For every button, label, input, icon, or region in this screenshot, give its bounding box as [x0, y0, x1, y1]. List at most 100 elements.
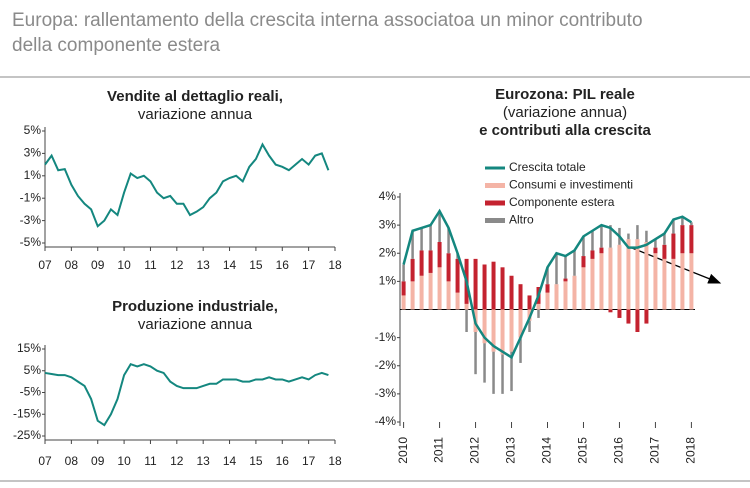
- bar: [437, 242, 442, 268]
- bar: [599, 247, 604, 254]
- x-tick-label: 17: [302, 258, 316, 272]
- bar: [447, 227, 450, 254]
- bar: [626, 239, 631, 310]
- bar: [645, 230, 648, 242]
- bar: [437, 267, 442, 310]
- x-tick-label: 13: [197, 454, 211, 468]
- bar: [402, 264, 405, 282]
- bar: [617, 244, 622, 310]
- bar: [626, 309, 631, 324]
- x-tick-label: 09: [91, 454, 105, 468]
- x-tick-label: 16: [276, 454, 290, 468]
- bar: [671, 233, 676, 259]
- chart-title: Produzione industriale,: [112, 298, 278, 315]
- bar: [446, 281, 451, 310]
- bar: [581, 267, 586, 310]
- x-tick-label: 11: [144, 258, 157, 272]
- bar: [528, 320, 531, 332]
- y-tick-label: -3%: [375, 386, 397, 400]
- bar: [654, 239, 657, 248]
- bar: [465, 309, 468, 332]
- bar: [555, 253, 558, 285]
- bar: [492, 351, 495, 394]
- bar: [564, 256, 567, 279]
- x-tick-label: 17: [302, 454, 316, 468]
- bar: [401, 281, 406, 296]
- bar: [509, 309, 514, 352]
- bar: [428, 272, 433, 310]
- bar: [635, 239, 640, 310]
- chart-subtitle: variazione annua: [138, 106, 253, 123]
- x-tick-label: 18: [328, 454, 342, 468]
- line: [44, 142, 330, 228]
- chart-title: e contributi alla crescita: [479, 122, 651, 139]
- bar: [627, 233, 630, 240]
- x-tick-label: 12: [170, 454, 184, 468]
- x-tick-label: 2015: [576, 437, 590, 464]
- bar: [519, 337, 522, 363]
- bar: [572, 275, 577, 310]
- bar: [573, 250, 576, 276]
- bar: [563, 281, 568, 310]
- x-tick-label: 11: [144, 454, 157, 468]
- x-tick-label: 2017: [648, 437, 662, 464]
- line: [44, 363, 329, 427]
- bar: [545, 292, 550, 310]
- bar: [474, 332, 477, 375]
- bar: [681, 216, 684, 226]
- x-tick-label: 10: [117, 454, 131, 468]
- bar: [536, 303, 541, 310]
- bar: [635, 309, 640, 332]
- x-tick-label: 07: [38, 258, 52, 272]
- bar: [410, 281, 415, 310]
- x-tick-label: 16: [276, 258, 290, 272]
- bar: [590, 258, 595, 310]
- bar: [690, 222, 693, 226]
- bar: [617, 309, 622, 318]
- chart-title: Eurozona: PIL reale: [495, 86, 635, 103]
- y-tick-label: -2%: [375, 358, 397, 372]
- bar: [446, 253, 451, 282]
- bar: [600, 225, 603, 248]
- legend-label: Consumi e investimenti: [509, 178, 633, 192]
- bar: [608, 247, 613, 310]
- x-tick-label: 14: [223, 258, 237, 272]
- bar: [689, 225, 694, 254]
- x-tick-label: 2012: [468, 437, 482, 464]
- y-tick-label: -15%: [13, 406, 41, 420]
- bar: [428, 250, 433, 273]
- bar: [455, 258, 460, 293]
- x-tick-label: 15: [249, 454, 263, 468]
- x-tick-label: 14: [223, 454, 237, 468]
- y-tick-label: -1%: [375, 330, 397, 344]
- x-tick-label: 2016: [612, 437, 626, 464]
- bar: [500, 309, 505, 355]
- bar: [518, 309, 523, 338]
- bar: [662, 244, 667, 259]
- bar: [482, 264, 487, 310]
- bar: [491, 261, 496, 310]
- bar: [591, 230, 594, 251]
- bar: [671, 258, 676, 310]
- bar: [491, 309, 496, 352]
- y-tick-label: 5%: [24, 363, 42, 377]
- page-title: Europa: rallentamento della crescita int…: [12, 10, 643, 56]
- bar: [689, 253, 694, 310]
- x-tick-label: 2011: [432, 437, 446, 463]
- legend-label: Crescita totale: [509, 160, 586, 174]
- bar: [663, 233, 666, 245]
- x-tick-label: 2018: [684, 437, 698, 464]
- bar: [599, 253, 604, 310]
- bar: [680, 253, 685, 310]
- y-tick-label: -3%: [20, 213, 42, 227]
- x-tick-label: 10: [117, 258, 131, 272]
- bar: [581, 256, 586, 268]
- bar: [500, 267, 505, 310]
- bar: [662, 258, 667, 310]
- x-tick-label: 08: [65, 258, 79, 272]
- bar: [644, 242, 649, 310]
- bar: [419, 275, 424, 310]
- bar: [501, 354, 504, 394]
